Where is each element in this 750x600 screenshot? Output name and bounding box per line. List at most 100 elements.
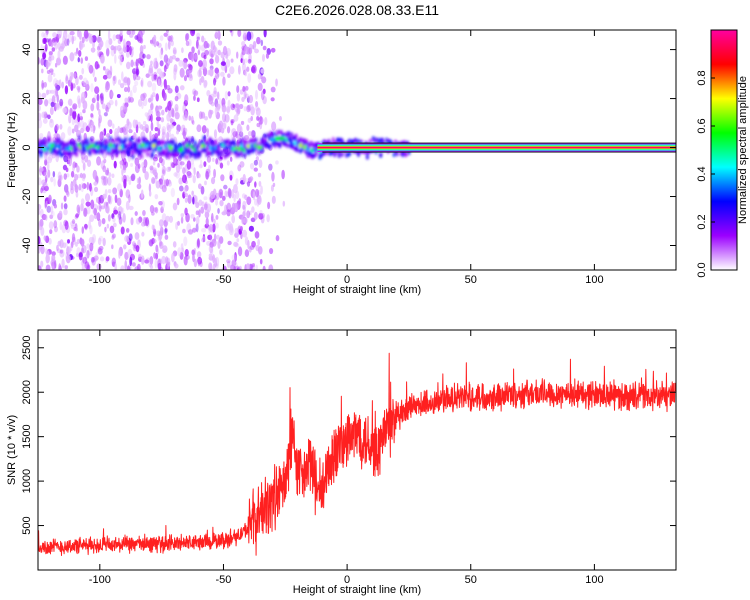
noise-speck bbox=[107, 176, 112, 186]
noise-speck bbox=[82, 77, 88, 87]
noise-speck bbox=[194, 195, 198, 205]
noise-speck bbox=[221, 112, 227, 123]
band-speck bbox=[347, 138, 352, 144]
y-tick-label: -20 bbox=[21, 189, 33, 205]
noise-speck bbox=[116, 44, 122, 52]
noise-speck bbox=[159, 241, 164, 250]
noise-speck bbox=[242, 173, 246, 184]
noise-speck bbox=[260, 185, 263, 195]
noise-speck bbox=[65, 76, 69, 85]
noise-speck bbox=[38, 98, 43, 105]
noise-speck bbox=[101, 130, 105, 136]
noise-speck bbox=[260, 212, 265, 219]
noise-speck bbox=[251, 130, 256, 138]
noise-speck bbox=[132, 70, 137, 81]
noise-speck bbox=[199, 78, 202, 86]
noise-speck bbox=[235, 190, 240, 200]
noise-speck bbox=[165, 215, 171, 222]
noise-speck bbox=[203, 196, 208, 201]
noise-speck bbox=[44, 185, 49, 192]
band-speck bbox=[131, 154, 135, 160]
noise-speck bbox=[93, 209, 98, 214]
band-speck bbox=[180, 142, 184, 148]
noise-speck bbox=[147, 97, 152, 103]
noise-speck bbox=[247, 239, 250, 250]
noise-speck bbox=[197, 256, 203, 265]
noise-speck bbox=[244, 45, 248, 55]
noise-speck bbox=[59, 249, 63, 254]
noise-speck bbox=[270, 97, 275, 102]
x-tick-label: 100 bbox=[585, 274, 603, 286]
noise-speck bbox=[246, 196, 252, 206]
noise-speck bbox=[76, 165, 80, 173]
band-speck bbox=[254, 137, 258, 143]
noise-speck bbox=[253, 211, 258, 220]
noise-speck bbox=[166, 166, 172, 173]
noise-speck bbox=[46, 156, 53, 164]
band-speck bbox=[392, 152, 396, 158]
noise-speck bbox=[110, 91, 114, 98]
noise-speck bbox=[201, 237, 206, 243]
noise-speck bbox=[192, 252, 195, 263]
noise-speck bbox=[81, 244, 87, 254]
noise-speck bbox=[260, 90, 265, 101]
noise-speck bbox=[164, 234, 169, 240]
noise-speck bbox=[52, 170, 56, 178]
noise-speck bbox=[57, 42, 61, 51]
noise-speck bbox=[202, 59, 207, 69]
noise-speck bbox=[98, 121, 101, 129]
noise-speck bbox=[214, 54, 220, 64]
noise-speck bbox=[237, 164, 242, 172]
spectrogram-noise bbox=[38, 30, 286, 270]
noise-speck bbox=[41, 179, 47, 186]
noise-speck bbox=[44, 43, 48, 52]
noise-speck bbox=[165, 62, 169, 70]
noise-speck bbox=[116, 197, 122, 207]
noise-speck bbox=[238, 265, 242, 270]
noise-speck bbox=[90, 199, 95, 210]
noise-speck bbox=[100, 54, 105, 64]
noise-speck bbox=[65, 74, 68, 82]
noise-speck bbox=[204, 201, 208, 209]
band-speck bbox=[276, 130, 280, 135]
noise-speck bbox=[107, 194, 111, 204]
band-speck bbox=[371, 136, 375, 141]
noise-speck bbox=[103, 176, 109, 186]
noise-speck bbox=[192, 174, 196, 184]
band-speck bbox=[181, 153, 186, 158]
noise-speck bbox=[141, 231, 145, 237]
noise-speck bbox=[79, 112, 83, 118]
noise-speck bbox=[178, 185, 184, 192]
noise-speck bbox=[117, 214, 121, 220]
band-peak bbox=[107, 147, 112, 152]
noise-speck bbox=[186, 160, 192, 170]
noise-speck bbox=[151, 178, 157, 184]
noise-speck bbox=[210, 53, 214, 58]
noise-speck bbox=[166, 131, 170, 141]
noise-speck bbox=[69, 71, 73, 79]
noise-speck bbox=[173, 72, 177, 81]
noise-speck bbox=[152, 167, 157, 174]
noise-speck bbox=[79, 172, 83, 179]
band-speck bbox=[257, 150, 261, 156]
noise-speck bbox=[190, 52, 195, 62]
noise-speck bbox=[143, 44, 146, 50]
noise-speck bbox=[209, 234, 213, 242]
noise-speck bbox=[227, 187, 232, 197]
spectrogram-y-ticks: -40 -20 0 20 40 bbox=[21, 43, 676, 253]
noise-speck bbox=[97, 237, 102, 246]
noise-speck bbox=[95, 196, 100, 204]
noise-speck bbox=[68, 113, 72, 124]
noise-speck bbox=[80, 198, 85, 205]
noise-speck bbox=[182, 228, 186, 234]
band-speck bbox=[337, 153, 341, 159]
noise-speck bbox=[151, 237, 155, 244]
noise-speck bbox=[215, 30, 220, 39]
snr-y-label: SNR (10 * v/v) bbox=[6, 415, 18, 485]
noise-speck bbox=[231, 188, 235, 199]
noise-speck bbox=[55, 57, 62, 66]
noise-speck bbox=[80, 57, 84, 64]
noise-speck bbox=[153, 230, 156, 237]
noise-speck bbox=[224, 90, 229, 100]
noise-speck bbox=[200, 185, 205, 195]
